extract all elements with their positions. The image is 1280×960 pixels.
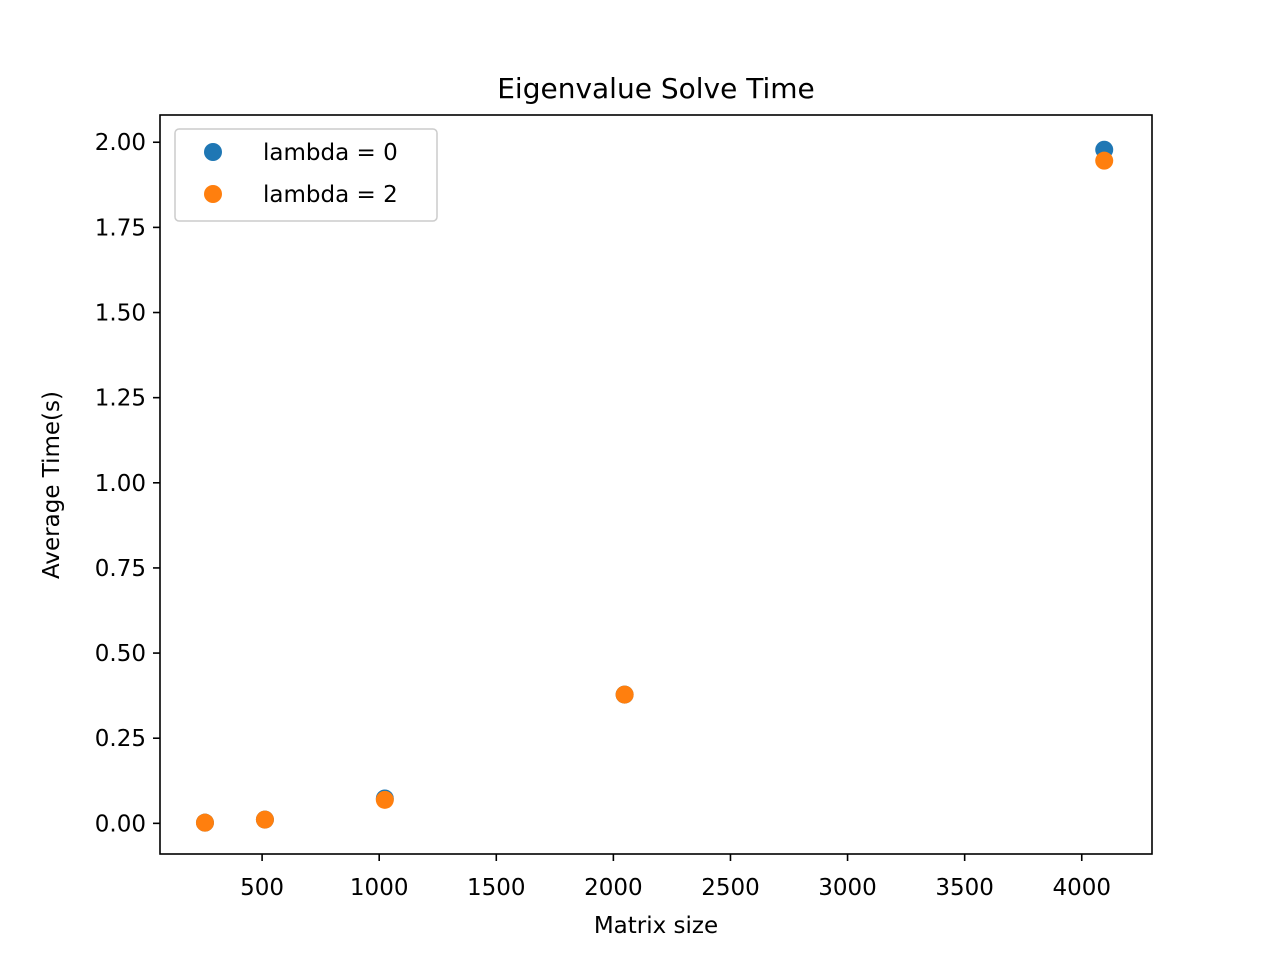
x-axis-label: Matrix size xyxy=(594,913,718,939)
y-tick-label: 1.00 xyxy=(95,471,146,497)
data-point-lambda-2 xyxy=(615,685,634,704)
data-point-lambda-2 xyxy=(1095,151,1114,170)
legend-marker-lambda-0 xyxy=(204,143,222,161)
x-tick-label: 1000 xyxy=(350,875,409,901)
data-point-lambda-2 xyxy=(195,813,214,832)
x-tick-label: 2500 xyxy=(701,875,760,901)
data-point-lambda-2 xyxy=(255,810,274,829)
data-point-lambda-2 xyxy=(375,790,394,809)
y-axis-label: Average Time(s) xyxy=(39,391,65,579)
axes-frame xyxy=(159,114,1153,855)
chart-title: Eigenvalue Solve Time xyxy=(497,72,815,105)
legend-box xyxy=(174,128,438,222)
legend-label-lambda-2: lambda = 2 xyxy=(263,182,398,208)
legend-label-lambda-0: lambda = 0 xyxy=(263,140,398,166)
y-tick-label: 0.25 xyxy=(95,726,146,752)
x-tick-label: 3500 xyxy=(935,875,994,901)
y-tick-label: 0.50 xyxy=(95,641,146,667)
legend: lambda = 0 lambda = 2 xyxy=(174,128,438,222)
y-tick-label: 1.50 xyxy=(95,301,146,327)
y-tick-label: 2.00 xyxy=(95,130,146,156)
x-tick-label: 3000 xyxy=(818,875,877,901)
y-tick-label: 1.25 xyxy=(95,386,146,412)
y-tick-label: 1.75 xyxy=(95,215,146,241)
x-tick-label: 4000 xyxy=(1052,875,1111,901)
data-points xyxy=(195,140,1114,832)
y-tick-label: 0.00 xyxy=(95,811,146,837)
legend-marker-lambda-2 xyxy=(204,185,222,203)
x-tick-label: 2000 xyxy=(584,875,643,901)
x-tick-label: 500 xyxy=(240,875,284,901)
plot-area: 500 1000 1500 2000 2500 3000 3500 4000 0.00 0.25 0… xyxy=(95,114,1153,901)
x-tick-label: 1500 xyxy=(467,875,526,901)
y-tick-label: 0.75 xyxy=(95,556,146,582)
